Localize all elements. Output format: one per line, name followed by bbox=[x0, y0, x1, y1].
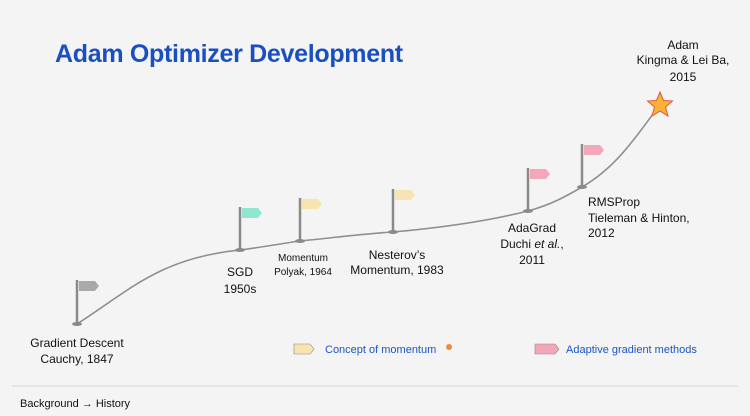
node-label: RMSProp bbox=[588, 195, 640, 209]
node-label: Momentum, 1983 bbox=[350, 263, 444, 277]
flag bbox=[295, 198, 322, 243]
legend: Concept of momentum Adaptive gradient me… bbox=[293, 343, 697, 356]
node-label: Kingma & Lei Ba, bbox=[637, 53, 730, 67]
legend-swatch bbox=[534, 343, 560, 355]
legend-swatch bbox=[293, 343, 315, 355]
node-label: 2011 bbox=[519, 253, 545, 267]
legend-icon bbox=[446, 344, 452, 350]
node-label: 2012 bbox=[588, 226, 615, 240]
flag bbox=[523, 168, 550, 213]
breadcrumb: Background → History bbox=[20, 398, 131, 410]
node-label: Nesterov’s bbox=[369, 248, 425, 262]
node-label: Gradient Descent bbox=[30, 336, 124, 350]
flag bbox=[72, 280, 99, 326]
node-label: 1950s bbox=[224, 282, 257, 296]
node-label: 2015 bbox=[670, 70, 697, 84]
node-label: Duchi et al., bbox=[500, 237, 563, 251]
node-label: SGD bbox=[227, 265, 253, 279]
node-label: AdaGrad bbox=[508, 221, 556, 235]
legend-label: Adaptive gradient methods bbox=[566, 344, 697, 356]
flag bbox=[577, 144, 604, 189]
node-label: Polyak, 1964 bbox=[274, 267, 332, 278]
flags bbox=[72, 90, 674, 326]
star bbox=[646, 90, 674, 118]
text-segment: et al. bbox=[534, 237, 560, 251]
node-label: Adam bbox=[667, 38, 698, 52]
node-label: Momentum bbox=[278, 253, 328, 264]
text-segment: Duchi bbox=[500, 237, 534, 251]
node-label: Cauchy, 1847 bbox=[40, 352, 113, 366]
node-label: Tieleman & Hinton, bbox=[588, 211, 690, 225]
flag bbox=[235, 207, 262, 252]
text-segment: , bbox=[560, 237, 563, 251]
node-labels: Gradient Descent Cauchy, 1847 SGD 1950s … bbox=[30, 38, 729, 366]
legend-label: Concept of momentum bbox=[325, 344, 436, 356]
title: Adam Optimizer Development bbox=[55, 40, 404, 68]
flag bbox=[388, 189, 415, 234]
